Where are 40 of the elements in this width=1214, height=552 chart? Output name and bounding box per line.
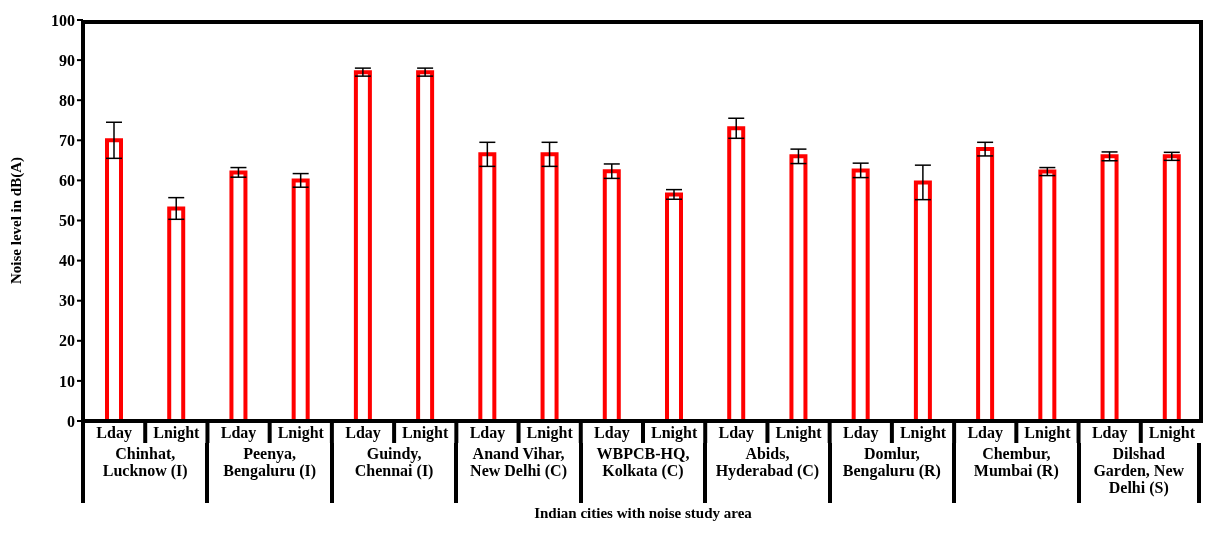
text: Chembur, Mumbai (R) [952,443,1077,503]
text: WBPCB-HQ, Kolkata (C) [578,443,704,503]
x-tick-label: Lnight [526,424,574,442]
x-tick-label: Lday [220,424,257,442]
x-tick-label: Lday [594,424,630,442]
text: Domlur, Bengaluru (R) [827,443,953,503]
x-tick-label: Lnight [899,424,947,442]
y-tick-label: 50 [59,212,75,230]
x-tick-label: Lday [345,424,381,442]
x-tick-label: Lnight [1024,424,1072,442]
x-tick-label: Lday [1091,424,1128,442]
x-tick-label: Lnight [277,424,325,442]
x-tick-label: Lday [96,424,132,442]
x-tick-label: Lday [842,424,879,442]
x-tick-label: Lnight [775,424,823,442]
y-tick-label: 60 [59,172,75,190]
x-tick-label: Lnight [650,424,698,442]
y-tick-label: 0 [67,412,75,430]
y-tick-label: 40 [59,252,75,270]
y-tick-label: 30 [59,292,75,310]
y-axis-title: Noise level in dB(A) [8,156,26,285]
text: Anand Vihar, New Delhi (C) [454,443,579,503]
text: Guindy, Chennai (I) [329,443,455,503]
x-axis-title: Indian cities with noise study area [533,505,753,522]
x-tick-label: Lnight [402,424,450,442]
x-tick-label: Lday [469,424,506,442]
y-tick-label: 90 [59,51,75,69]
text: Dilshad Garden, New Delhi (S) [1076,443,1201,503]
text: Abids, Hyderabad (C) [703,443,828,503]
text: Chinhat, Lucknow (I) [81,443,206,503]
y-tick-label: 100 [51,11,75,29]
y-tick-label: 70 [59,131,75,149]
y-tick-label: 80 [59,91,75,109]
y-tick-label: 10 [59,372,75,390]
x-tick-label: Lnight [153,424,201,442]
x-tick-label: Lday [967,424,1004,442]
x-tick-label: Lday [718,424,755,442]
text: Peenya, Bengaluru (I) [205,443,330,503]
y-tick-label: 20 [59,332,75,350]
x-tick-label: Lnight [1148,424,1196,442]
